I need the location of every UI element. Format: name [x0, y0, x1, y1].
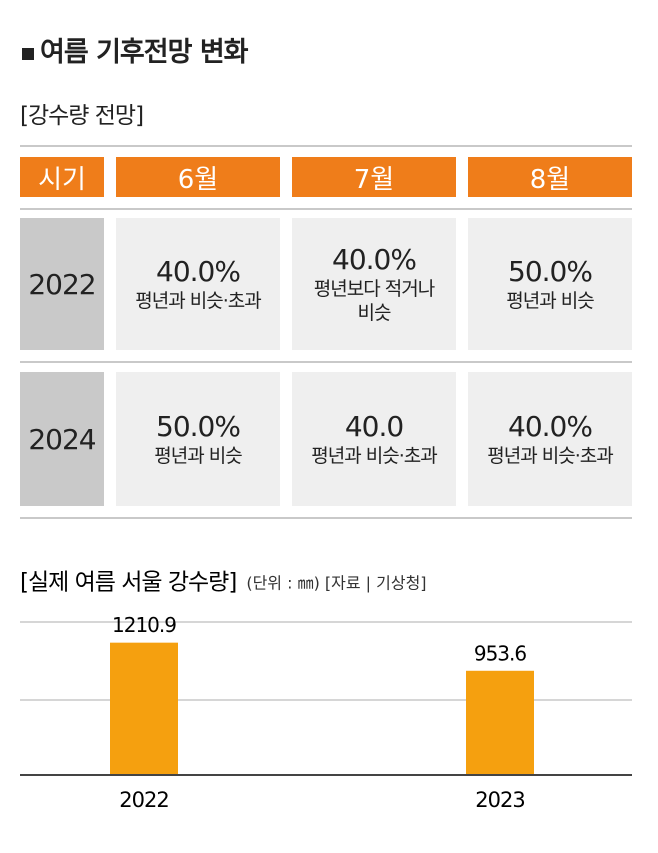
forecast-value: 40.0%: [156, 255, 241, 288]
value-label: 953.6: [474, 641, 527, 665]
row-year: 2022: [20, 218, 104, 350]
bullet: [22, 47, 34, 60]
divider: [20, 208, 632, 210]
x-tick-label: 2022: [119, 788, 168, 812]
forecast-value: 40.0: [344, 410, 404, 443]
column-header: 8월: [468, 157, 632, 197]
x-tick-label: 2023: [475, 788, 524, 812]
column-header: 시기: [20, 157, 104, 197]
forecast-value: 40.0%: [508, 410, 593, 443]
bar: [466, 670, 534, 775]
divider: [20, 517, 632, 519]
page-title: 여름 기후전망 변화: [22, 30, 249, 69]
forecast-desc: 평년과 비슷·초과: [135, 290, 261, 312]
forecast-value: 50.0%: [508, 255, 593, 288]
forecast-desc: 평년보다 적거나 비슷: [313, 278, 435, 324]
forecast-value: 40.0%: [332, 243, 417, 276]
forecast-desc: 평년과 비슷·초과: [311, 445, 437, 467]
chart: [실제 여름 서울 강수량] (단위 : ㎜) [자료 | 기상청] 1210.…: [20, 570, 632, 812]
chart-subtitle: (단위 : ㎜) [자료 | 기상청]: [246, 574, 426, 593]
forecast-desc: 평년과 비슷: [506, 290, 594, 312]
forecast-cell: 40.0% 평년과 비슷·초과: [116, 218, 280, 350]
forecast-cell: 40.0% 평년보다 적거나 비슷: [292, 218, 456, 350]
forecast-desc: 평년과 비슷·초과: [487, 445, 613, 467]
bar: [110, 642, 178, 775]
divider: [20, 145, 632, 147]
column-header: 6월: [116, 157, 280, 197]
forecast-cell: 40.0% 평년과 비슷·초과: [468, 372, 632, 506]
value-label: 1210.9: [112, 613, 176, 637]
forecast-cell: 40.0 평년과 비슷·초과: [292, 372, 456, 506]
title-text: 여름 기후전망 변화: [40, 37, 249, 68]
forecast-cell: 50.0% 평년과 비슷: [468, 218, 632, 350]
table-title: [강수량 전망]: [20, 103, 144, 129]
column-header: 7월: [292, 157, 456, 197]
forecast-cell: 50.0% 평년과 비슷: [116, 372, 280, 506]
forecast-value: 50.0%: [156, 410, 241, 443]
forecast-desc: 평년과 비슷: [154, 445, 242, 467]
table: 시기 6월 7월 8월 2022 40.0% 평년과 비슷·초과 40.0% 평년보다 적거나 …: [20, 145, 632, 519]
divider: [20, 361, 632, 363]
row-year: 2024: [20, 372, 104, 506]
chart-title: [실제 여름 서울 강수량]: [20, 570, 236, 596]
